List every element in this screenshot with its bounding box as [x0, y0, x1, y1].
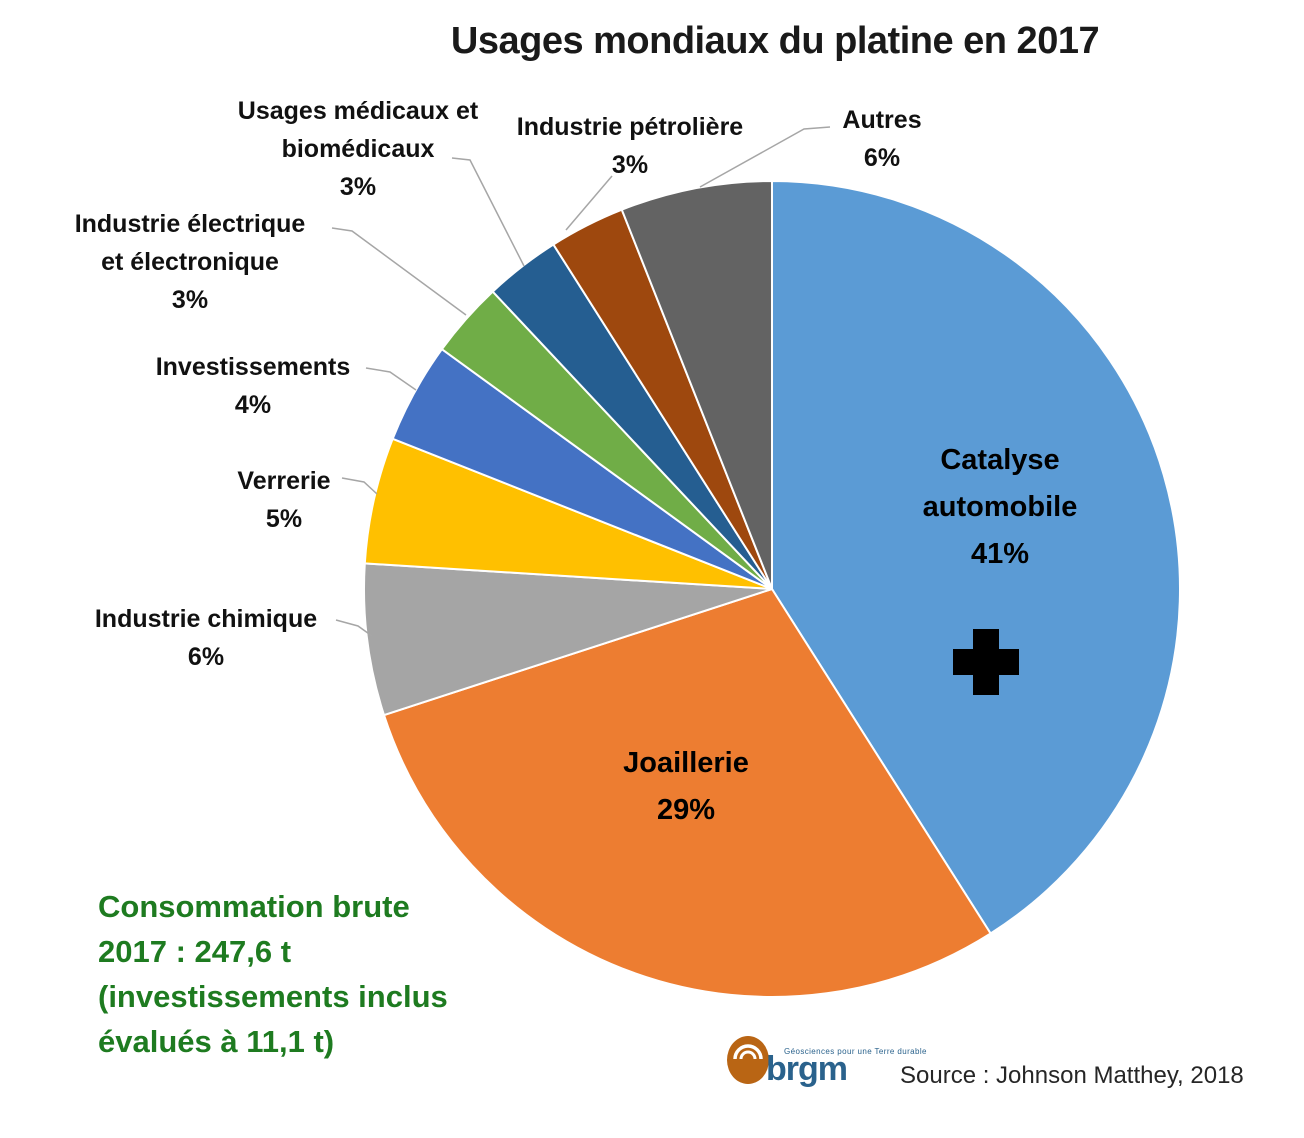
- pie-slice-joaillerie: [382, 587, 992, 998]
- label-catalyse: Catalyse automobile 41%: [850, 437, 1150, 578]
- pie-slice-autres: [620, 179, 773, 590]
- callout-percent: 3%: [611, 151, 649, 179]
- callout-label: Verrerie: [237, 467, 331, 495]
- slice-label: Catalyse: [940, 444, 1060, 476]
- slice-percent: 29%: [656, 794, 716, 826]
- pie-slice-catalyse: [771, 179, 1181, 935]
- leader-line-verrerie: [341, 477, 378, 495]
- leader-line-medicaux: [451, 157, 525, 267]
- callout-label: Usages médicaux et: [237, 97, 479, 125]
- slice-label: Joaillerie: [623, 747, 749, 779]
- chart-title: Usages mondiaux du platine en 2017: [450, 20, 1100, 62]
- callout-verrerie: Verrerie 5%: [134, 462, 434, 538]
- callout-label: Autres: [842, 106, 922, 134]
- pie-slices: [363, 179, 1181, 998]
- slice-label: automobile: [922, 491, 1078, 523]
- leader-lines: [331, 126, 831, 637]
- callout-percent: 6%: [863, 144, 901, 172]
- pie-slice-chimique: [363, 562, 773, 717]
- callout-percent: 3%: [339, 173, 377, 201]
- label-joaillerie: Joaillerie 29%: [536, 740, 836, 834]
- callout-label: et électronique: [101, 248, 279, 276]
- callout-label: Industrie électrique: [74, 210, 306, 238]
- callout-percent: 5%: [265, 505, 303, 533]
- callout-autres: Autres 6%: [782, 101, 982, 177]
- callout-medicaux: Usages médicaux et biomédicaux 3%: [183, 92, 533, 206]
- callout-electrique: Industrie électrique et électronique 3%: [15, 205, 365, 319]
- annotation-line: Consommation brute: [98, 889, 410, 924]
- leader-line-electrique: [331, 227, 467, 316]
- brgm-logo: Géosciences pour une Terre durable brgm: [726, 1034, 926, 1098]
- callout-label: Industrie chimique: [94, 605, 318, 633]
- callout-chimique: Industrie chimique 6%: [31, 600, 381, 676]
- consumption-annotation: Consommation brute 2017 : 247,6 t (inves…: [98, 884, 558, 1064]
- source-note: Source : Johnson Matthey, 2018: [900, 1062, 1244, 1089]
- brgm-logo-icon: [726, 1034, 774, 1091]
- leader-line-autres: [699, 126, 831, 188]
- slice-percent: 41%: [970, 538, 1030, 570]
- leader-line-investissements: [365, 367, 417, 391]
- callout-label: Investissements: [155, 353, 351, 381]
- callout-percent: 3%: [171, 286, 209, 314]
- callout-investissements: Investissements 4%: [78, 348, 428, 424]
- callout-percent: 6%: [187, 643, 225, 671]
- brgm-wordmark: brgm: [766, 1050, 848, 1088]
- leader-line-chimique: [335, 619, 373, 637]
- annotation-line: 2017 : 247,6 t: [98, 934, 292, 969]
- annotation-line: (investissements inclus: [98, 979, 448, 1014]
- callout-label: biomédicaux: [281, 135, 435, 163]
- plus-icon: [949, 625, 1023, 699]
- callout-petroliere: Industrie pétrolière 3%: [480, 108, 780, 184]
- leader-line-petroliere: [565, 175, 613, 231]
- callout-label: Industrie pétrolière: [516, 113, 744, 141]
- annotation-line: évalués à 11,1 t): [98, 1024, 335, 1059]
- callout-percent: 4%: [234, 391, 272, 419]
- brgm-tagline: Géosciences pour une Terre durable: [784, 1047, 927, 1056]
